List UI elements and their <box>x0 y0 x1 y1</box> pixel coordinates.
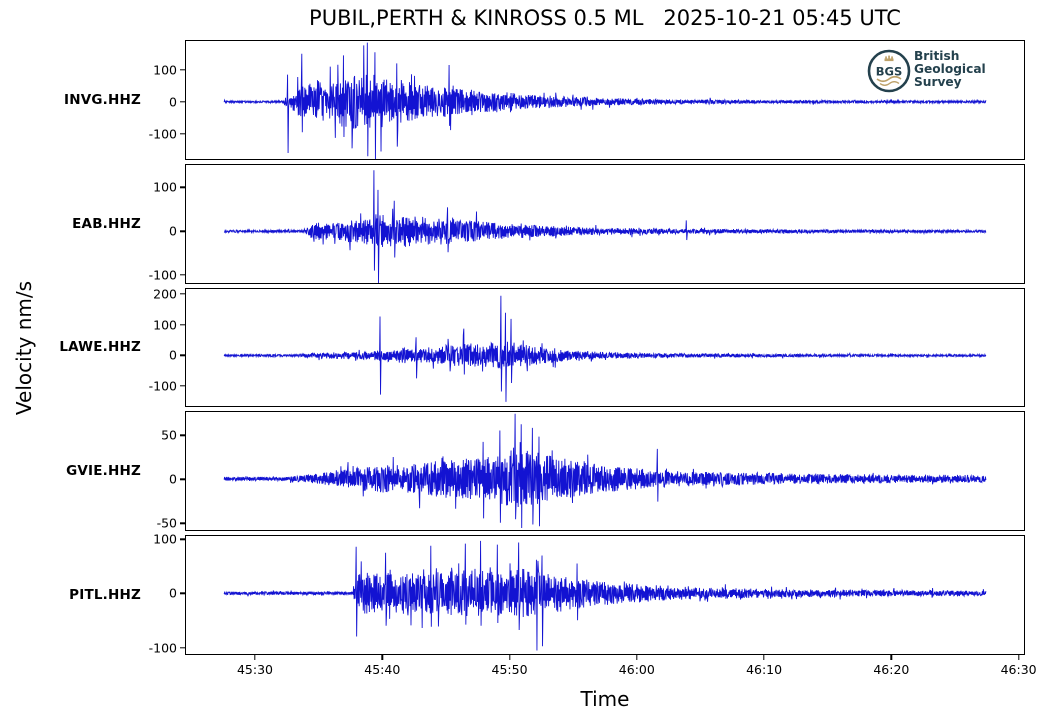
seismic-trace <box>224 414 986 528</box>
y-tick-label: -100 <box>148 640 177 655</box>
station-label: INVG.HHZ <box>64 91 141 108</box>
y-tick-label: 100 <box>153 531 177 547</box>
station-label: PITL.HHZ <box>69 587 141 604</box>
x-tick-label: 45:50 <box>491 662 528 677</box>
y-tick-label: 0 <box>169 223 177 239</box>
subplot-pitl: PITL.HHZ 100 0 -100 <box>69 532 1025 655</box>
y-tick-label: 0 <box>169 471 177 487</box>
y-tick-mark <box>180 354 185 356</box>
seismic-trace <box>224 170 986 283</box>
y-tick-mark <box>180 101 185 103</box>
x-tick-mark <box>763 655 765 660</box>
x-tick-label: 45:40 <box>364 662 401 677</box>
y-tick-mark <box>180 384 185 387</box>
x-tick-label: 46:20 <box>873 662 910 677</box>
y-tick-label: 200 <box>153 286 177 302</box>
y-tick-mark <box>180 592 185 595</box>
y-axis-label-wrap: Velocity nm/s <box>4 40 44 655</box>
y-tick-label: 50 <box>161 427 177 443</box>
y-tick-mark <box>180 186 185 189</box>
bgs-logo-text: British Geological Survey <box>914 49 986 89</box>
x-tick-mark <box>636 655 638 660</box>
seismic-trace <box>224 43 986 159</box>
y-axis-label: Velocity nm/s <box>12 280 37 415</box>
y-tick-label: -100 <box>148 378 177 394</box>
x-tick-mark <box>254 655 256 660</box>
subplot-eab: EAB.HHZ 100 0 -100 <box>72 163 1025 284</box>
waveform-gvie <box>186 412 1024 530</box>
waveform-eab <box>186 165 1024 283</box>
subplot-lawe: LAWE.HHZ 200 100 0 -100 <box>59 287 1025 408</box>
y-tick-mark <box>180 323 185 326</box>
y-tick-label: 100 <box>153 62 177 78</box>
y-tick-mark <box>180 646 185 649</box>
y-tick-mark <box>180 274 185 276</box>
plot-area: INVG.HHZ 100 0 -100 BGS British Geol <box>59 40 1025 655</box>
x-tick-label: 45:30 <box>236 662 273 677</box>
station-label: LAWE.HHZ <box>59 339 141 356</box>
svg-text:Geological: Geological <box>914 62 986 76</box>
x-tick-label: 46:10 <box>746 662 783 677</box>
y-tick-label: 0 <box>169 347 177 363</box>
y-tick-mark <box>180 522 185 524</box>
y-tick-mark <box>180 69 185 71</box>
y-tick-label: -50 <box>156 515 177 531</box>
y-tick-mark <box>180 230 185 232</box>
x-tick-mark <box>890 655 893 660</box>
y-tick-label: -100 <box>148 267 177 283</box>
y-tick-mark <box>180 293 185 295</box>
chart-title: PUBIL,PERTH & KINROSS 0.5 ML 2025-10-21 … <box>309 6 901 30</box>
x-axis-label: Time <box>580 687 630 711</box>
seismic-trace <box>224 541 986 651</box>
station-label: GVIE.HHZ <box>66 463 141 480</box>
x-tick-mark <box>381 655 383 660</box>
svg-text:British: British <box>914 49 959 63</box>
subplot-gvie: GVIE.HHZ 50 0 -50 <box>66 411 1025 532</box>
x-tick-label: 46:30 <box>1000 662 1037 677</box>
waveform-lawe <box>186 289 1024 407</box>
waveform-pitl <box>186 536 1024 654</box>
y-tick-mark <box>180 133 185 135</box>
crown-icon <box>884 55 894 62</box>
x-axis: 45:30 45:40 45:50 46:00 46:10 46:20 46:30 <box>185 655 1037 685</box>
y-tick-mark <box>180 434 185 436</box>
y-tick-label: 0 <box>169 94 177 110</box>
y-tick-mark <box>180 478 185 480</box>
waves-icon <box>876 75 902 86</box>
y-tick-label: 100 <box>153 179 177 195</box>
y-tick-label: 100 <box>153 317 177 333</box>
bgs-logo-abbr: BGS <box>876 65 903 79</box>
bgs-logo: BGS British Geological Survey <box>867 49 986 93</box>
y-tick-label: -100 <box>148 126 177 142</box>
y-tick-label: 0 <box>169 585 177 601</box>
x-tick-label: 46:00 <box>618 662 655 677</box>
y-tick-mark <box>180 538 185 541</box>
waveform-invg <box>186 41 1024 159</box>
station-label: EAB.HHZ <box>72 215 141 232</box>
subplot-invg: INVG.HHZ 100 0 -100 BGS British Geol <box>64 40 1025 160</box>
x-tick-mark <box>1017 655 1020 660</box>
seismic-trace <box>224 295 986 401</box>
svg-text:Survey: Survey <box>914 75 962 89</box>
x-tick-mark <box>508 655 511 660</box>
